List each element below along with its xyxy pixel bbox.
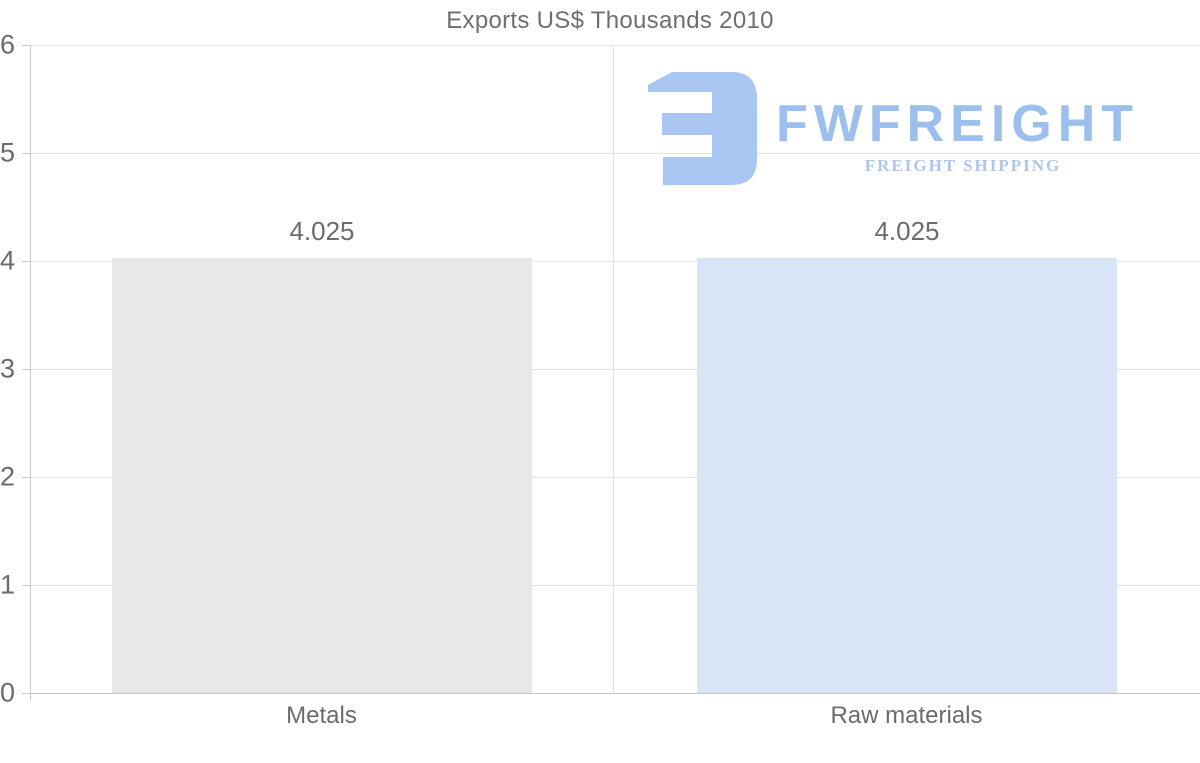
gridline-2 — [30, 477, 1200, 478]
y-axis-label-0: 0 — [0, 677, 16, 708]
value-label-raw-materials: 4.025 — [874, 216, 940, 247]
y-axis-label-6: 6 — [0, 29, 16, 60]
bar-metals — [112, 258, 532, 693]
y-axis-label-3: 3 — [0, 353, 16, 384]
x-axis-label-metals: Metals — [286, 702, 357, 729]
x-axis-baseline — [30, 693, 1200, 694]
value-label-metals: 4.025 — [289, 216, 355, 247]
y-axis-label-1: 1 — [0, 569, 16, 600]
y-tick-3 — [22, 369, 31, 370]
fwfreight-tagline-text: FREIGHT SHIPPING — [864, 156, 1062, 175]
y-tick-4 — [22, 261, 31, 262]
y-axis-label-4: 4 — [0, 245, 16, 276]
y-tick-5 — [22, 153, 31, 154]
y-axis-label-5: 5 — [0, 137, 16, 168]
gridline-4 — [30, 261, 1200, 262]
y-tick-1 — [22, 585, 31, 586]
gridline-5 — [30, 153, 1200, 154]
category-divider-gridline — [613, 45, 614, 693]
y-tick-0 — [22, 693, 31, 694]
gridline-1 — [30, 585, 1200, 586]
fwfreight-watermark: FWFREIGHT FREIGHT SHIPPING — [645, 72, 1155, 192]
bar-raw-materials — [697, 258, 1117, 693]
plot-area: 4.025 4.025 — [30, 45, 1200, 694]
y-tick-6 — [22, 45, 31, 46]
x-axis-label-raw-materials: Raw materials — [830, 702, 983, 729]
y-tick-2 — [22, 477, 31, 478]
fwfreight-logo-icon — [648, 72, 757, 185]
chart-title: Exports US$ Thousands 2010 — [446, 7, 774, 34]
fwfreight-brand-text: FWFREIGHT — [776, 95, 1140, 153]
gridline-3 — [30, 369, 1200, 370]
y-axis-line — [30, 45, 31, 700]
y-axis-label-2: 2 — [0, 461, 16, 492]
gridline-6 — [30, 45, 1200, 46]
